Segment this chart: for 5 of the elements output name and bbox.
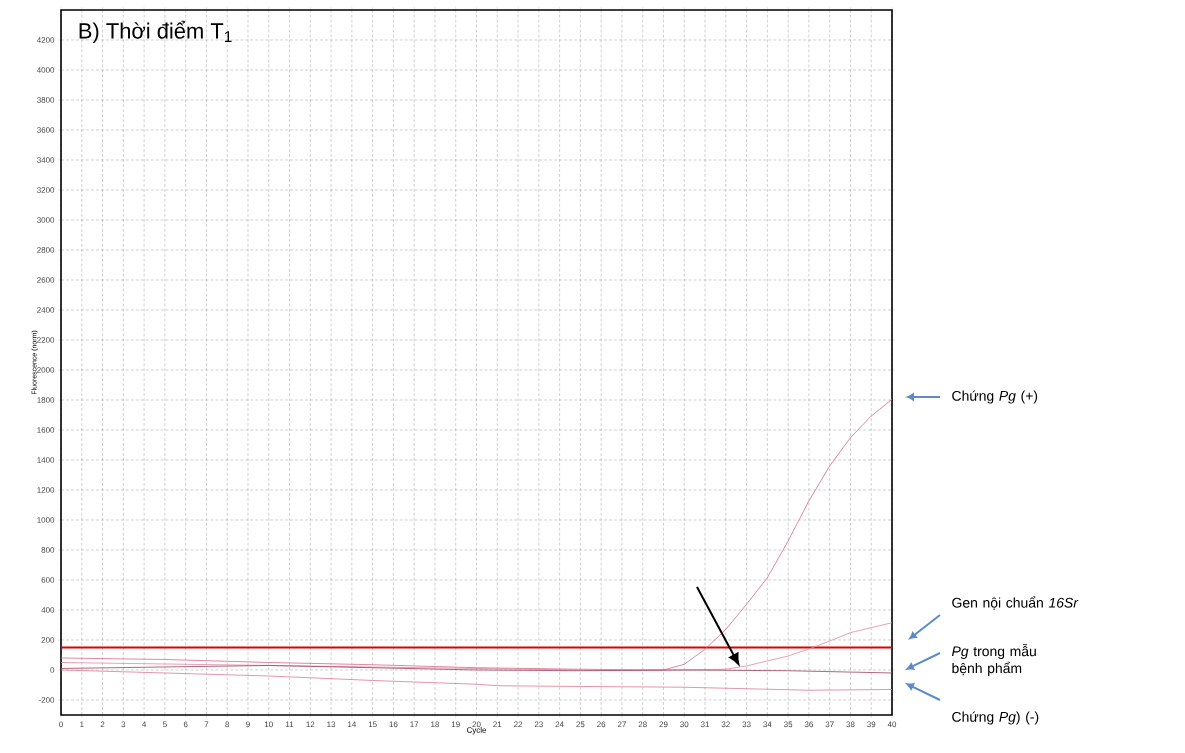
text: Pg trong mẫu bệnh phẩm: [951, 644, 1036, 676]
text: Chứng Pg (+): [952, 390, 1038, 404]
chart-title: B) Thời điểm T$_{1}$: [79, 20, 232, 43]
text: Chứng Pg) (-): [952, 711, 1039, 725]
text: Gen nội chuẩn 16Sr: [952, 596, 1079, 610]
